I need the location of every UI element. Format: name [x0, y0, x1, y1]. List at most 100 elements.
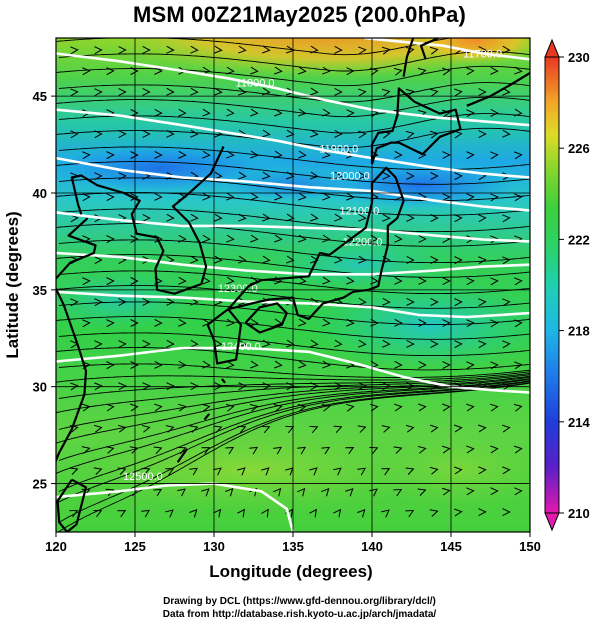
y-tick-label: 30 — [33, 380, 47, 395]
streamline-arrow — [309, 467, 318, 476]
streamline-arrow — [334, 171, 343, 180]
streamline-arrow — [177, 446, 187, 455]
streamline-arrow — [417, 445, 427, 454]
streamline — [56, 347, 530, 371]
streamline-arrow — [237, 467, 246, 476]
streamline-arrow — [178, 234, 187, 243]
contour-label: 12100.0 — [339, 205, 379, 217]
streamline-arrow — [406, 255, 415, 264]
streamline-arrow — [298, 150, 307, 159]
streamline — [56, 316, 530, 340]
streamline-arrow — [490, 277, 499, 286]
streamline-arrow — [154, 108, 163, 117]
contour-label: 12500.0 — [123, 471, 163, 483]
streamline-arrow — [214, 382, 223, 391]
streamline-arrow — [117, 424, 127, 433]
streamline-arrow — [466, 67, 475, 76]
streamline — [58, 363, 530, 378]
streamline-arrow — [262, 87, 271, 96]
streamline-arrow — [273, 446, 283, 455]
streamline-arrow — [478, 88, 487, 96]
streamline-arrow — [117, 467, 127, 475]
streamline-arrow — [358, 339, 367, 348]
streamline-arrow — [310, 45, 319, 54]
streamline-arrow — [430, 172, 439, 180]
streamline-arrow — [429, 130, 439, 139]
streamline-arrow — [429, 466, 439, 475]
streamline-arrow — [142, 340, 151, 348]
streamline-arrow — [226, 276, 235, 285]
streamline-arrow — [106, 403, 115, 412]
coastline — [370, 87, 462, 165]
streamline-arrow — [106, 277, 115, 286]
y-tick-label: 35 — [33, 283, 47, 298]
streamline-arrow — [201, 447, 211, 455]
x-tick-label: 135 — [282, 539, 304, 554]
streamline-arrow — [130, 67, 139, 75]
streamline-arrow — [502, 214, 511, 223]
colorbar-ticks: 230 226 222 218 214 210 — [559, 50, 590, 521]
streamline-arrow — [274, 192, 283, 201]
coastline — [206, 308, 242, 365]
colorbar: 230 226 222 218 214 210 — [544, 38, 590, 532]
streamline-arrow — [405, 467, 415, 475]
streamline-arrow — [406, 171, 415, 180]
streamline-arrow — [154, 66, 163, 75]
streamline-arrow — [225, 487, 234, 497]
streamline-arrow — [490, 193, 499, 202]
streamline-arrow — [346, 109, 355, 118]
streamline-arrow — [454, 340, 463, 349]
streamline-arrow — [106, 67, 115, 76]
streamline-arrow — [334, 255, 343, 264]
streamline-arrow — [238, 171, 247, 180]
contour-line — [56, 108, 530, 179]
streamline-arrow — [309, 508, 317, 518]
streamline-arrow — [237, 425, 247, 434]
streamline-arrow — [514, 66, 523, 75]
streamline-arrow — [333, 508, 342, 518]
page-title: MSM 00Z21May2025 (200.0hPa) — [132, 2, 467, 27]
streamline-arrow — [93, 510, 103, 518]
x-tick-label: 140 — [361, 539, 383, 554]
contour-label: 11700.0 — [463, 48, 502, 60]
streamline-arrow — [310, 129, 319, 138]
x-tick-label: 145 — [440, 539, 462, 554]
streamline-arrow — [501, 424, 511, 433]
streamline-arrow — [454, 172, 463, 181]
streamline-arrow — [442, 151, 451, 160]
streamline-arrow — [93, 467, 103, 475]
streamline-arrow — [321, 403, 331, 412]
streamline — [56, 376, 530, 444]
streamline-arrow — [202, 66, 211, 75]
streamline-arrow — [333, 425, 343, 434]
colorbar-tick-label: 210 — [568, 506, 590, 521]
streamline-arrow — [214, 171, 223, 180]
streamline-arrow — [214, 45, 223, 54]
streamline — [58, 208, 530, 233]
streamline-arrow — [105, 446, 115, 454]
streamline-arrow — [418, 235, 427, 243]
streamline-arrow — [429, 509, 439, 517]
streamline-arrow — [502, 256, 511, 265]
streamline-arrow — [394, 403, 403, 412]
streamline-arrow — [250, 318, 259, 327]
streamline-arrow — [322, 192, 331, 201]
streamline-arrow — [334, 213, 343, 222]
streamline-arrow — [357, 508, 366, 518]
streamline-arrow — [94, 256, 103, 265]
streamline-arrow — [298, 192, 307, 201]
streamline-arrow — [502, 382, 511, 391]
streamline-arrow — [189, 425, 199, 433]
y-tick-label: 40 — [33, 186, 47, 201]
coastline — [221, 378, 226, 384]
streamline-arrow — [442, 277, 451, 286]
streamline-arrow — [69, 467, 79, 475]
streamline-arrow — [478, 214, 487, 223]
streamline — [58, 332, 530, 357]
streamline-arrow — [478, 424, 487, 433]
streamline-arrow — [297, 487, 306, 497]
streamline-arrow — [454, 88, 463, 97]
streamline-arrow — [105, 488, 115, 497]
streamline-arrow — [190, 129, 199, 138]
streamline-arrow — [513, 403, 523, 412]
